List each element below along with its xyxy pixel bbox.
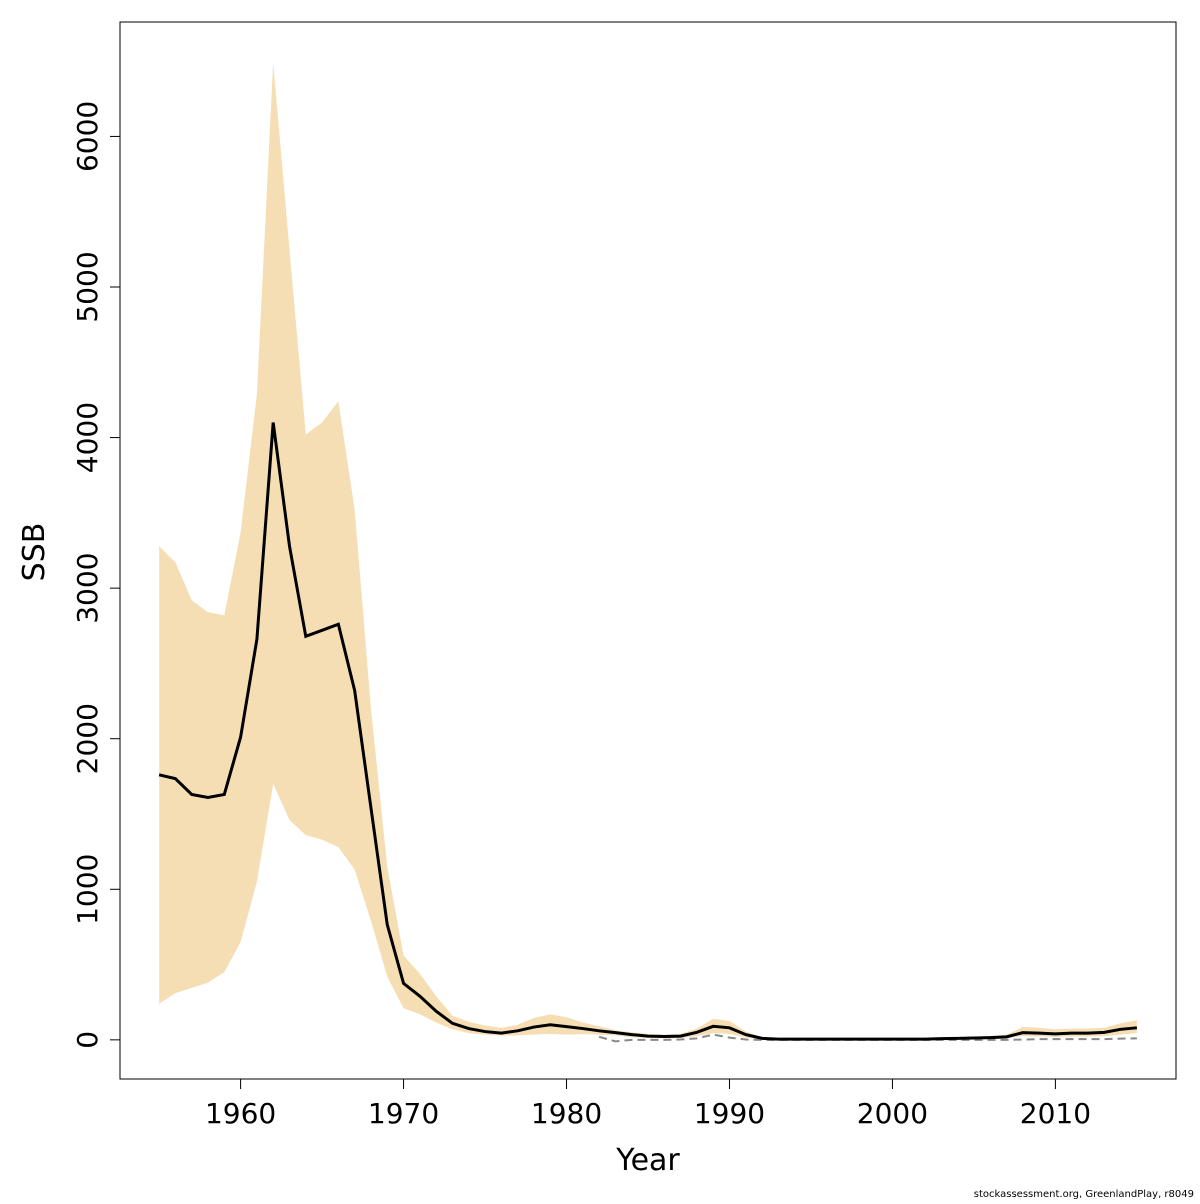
y-axis-label: SSB: [17, 523, 52, 582]
series-line: [598, 1033, 1137, 1043]
y-tick-label: 6000: [71, 101, 104, 172]
x-axis-label: Year: [615, 1143, 680, 1178]
x-tick-label: 1990: [694, 1097, 765, 1130]
y-tick-label: 2000: [71, 703, 104, 774]
confidence-band: [159, 62, 1137, 1040]
x-tick-label: 1960: [205, 1097, 276, 1130]
footer: stockassessment.org, GreenlandPlay, r804…: [974, 1189, 1194, 1200]
y-tick-label: 3000: [71, 553, 104, 624]
x-tick-label: 1970: [368, 1097, 439, 1130]
y-tick-label: 4000: [71, 402, 104, 473]
x-tick-label: 2010: [1020, 1097, 1091, 1130]
y-tick-label: 0: [71, 1031, 104, 1049]
x-tick-label: 1980: [531, 1097, 602, 1130]
y-tick-label: 1000: [71, 854, 104, 925]
series-line: [158, 422, 1138, 1041]
x-tick-label: 2000: [857, 1097, 928, 1130]
y-tick-label: 5000: [71, 251, 104, 322]
